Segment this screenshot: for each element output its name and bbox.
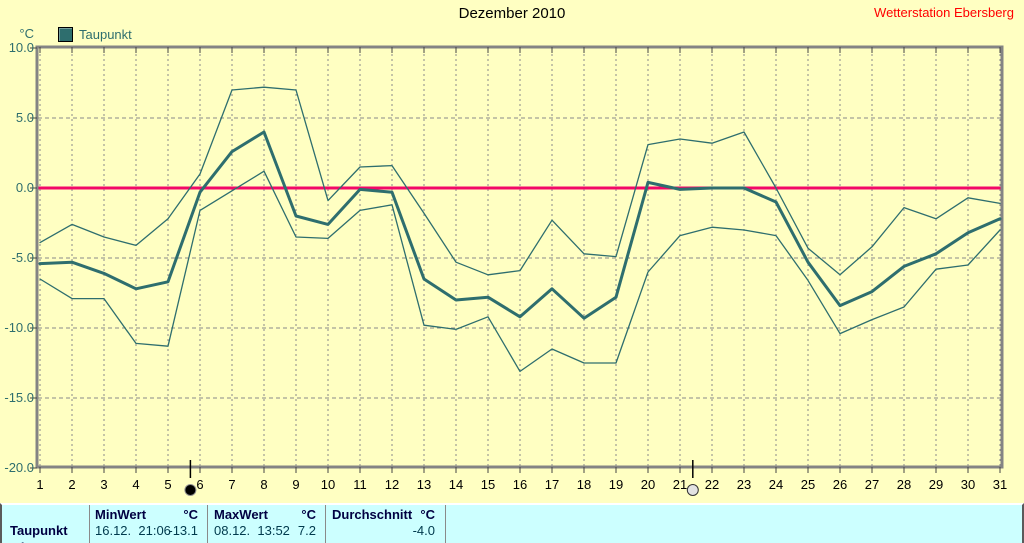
x-tick-label: 15 — [481, 477, 495, 492]
x-tick-label: 13 — [417, 477, 431, 492]
durchschnitt-unit: °C — [420, 507, 435, 522]
y-tick-label: 10.0 — [9, 40, 34, 55]
maxwert-unit: °C — [301, 507, 316, 522]
minwert-header: MinWert — [95, 507, 147, 522]
x-tick-label: 7 — [228, 477, 235, 492]
avg-value: -4.0 — [412, 523, 435, 538]
x-tick-label: 4 — [132, 477, 139, 492]
table-divider — [445, 505, 446, 543]
x-tick-label: 29 — [929, 477, 943, 492]
series-line-mittel — [38, 130, 1002, 320]
stats-table: MinWert °C MaxWert °C Durchschnitt °C Ta… — [0, 503, 1024, 543]
x-tick-label: 20 — [641, 477, 655, 492]
y-tick-label: -5.0 — [12, 250, 34, 265]
x-tick-label: 14 — [449, 477, 463, 492]
min-datetime: 16.12. 21:06 — [95, 523, 171, 538]
max-value: 7.2 — [297, 523, 316, 538]
x-tick-label: 10 — [321, 477, 335, 492]
x-tick-label: 28 — [897, 477, 911, 492]
x-tick-label: 9 — [292, 477, 299, 492]
x-tick-label: 24 — [769, 477, 783, 492]
table-divider — [207, 505, 208, 543]
legend-swatch-icon — [58, 27, 73, 42]
x-tick-label: 19 — [609, 477, 623, 492]
x-tick-label: 25 — [801, 477, 815, 492]
legend-label: Taupunkt — [79, 27, 132, 42]
x-tick-label: 2 — [68, 477, 75, 492]
table-divider — [325, 505, 326, 543]
chart-canvas: 10.05.00.0-5.0-10.0-15.0-20.01 2 3 4 5 6 7 8 9 10… — [4, 40, 1007, 496]
min-value: -13.1 — [168, 523, 198, 538]
x-tick-label: 30 — [961, 477, 975, 492]
station-name: Wetterstation Ebersberg — [874, 5, 1014, 20]
x-tick-label: 31 — [993, 477, 1007, 492]
x-tick-label: 17 — [545, 477, 559, 492]
x-tick-label: 12 — [385, 477, 399, 492]
y-tick-label: 5.0 — [16, 110, 34, 125]
legend: Taupunkt — [58, 27, 132, 42]
maxwert-header: MaxWert — [214, 507, 268, 522]
y-tick-label: -15.0 — [4, 390, 34, 405]
x-tick-label: 26 — [833, 477, 847, 492]
x-tick-label: 23 — [737, 477, 751, 492]
minwert-unit: °C — [183, 507, 198, 522]
x-tick-label: 11 — [353, 477, 367, 492]
x-tick-label: 16 — [513, 477, 527, 492]
x-tick-label: 3 — [100, 477, 107, 492]
x-tick-label: 27 — [865, 477, 879, 492]
x-tick-label: 22 — [705, 477, 719, 492]
x-tick-label: 21 — [673, 477, 687, 492]
chart-title: Dezember 2010 — [458, 5, 566, 22]
x-tick-label: 6 — [196, 477, 203, 492]
series-row-label: Taupunkt — [10, 523, 68, 538]
durchschnitt-header: Durchschnitt — [332, 507, 413, 522]
series-line-min — [39, 170, 1001, 373]
clipped-next-row-label: MinWert — [10, 540, 61, 543]
x-tick-label: 1 — [36, 477, 43, 492]
full-moon-icon — [686, 484, 699, 496]
series-line-max — [39, 86, 1001, 276]
x-tick-label: 5 — [164, 477, 171, 492]
new-moon-icon — [184, 484, 197, 496]
y-axis-unit-label: °C — [19, 26, 34, 41]
table-divider — [89, 505, 90, 543]
y-tick-label: 0.0 — [16, 180, 34, 195]
y-tick-label: -20.0 — [4, 460, 34, 475]
max-datetime: 08.12. 13:52 — [214, 523, 290, 538]
x-tick-label: 18 — [577, 477, 591, 492]
x-tick-label: 8 — [260, 477, 267, 492]
y-tick-label: -10.0 — [4, 320, 34, 335]
